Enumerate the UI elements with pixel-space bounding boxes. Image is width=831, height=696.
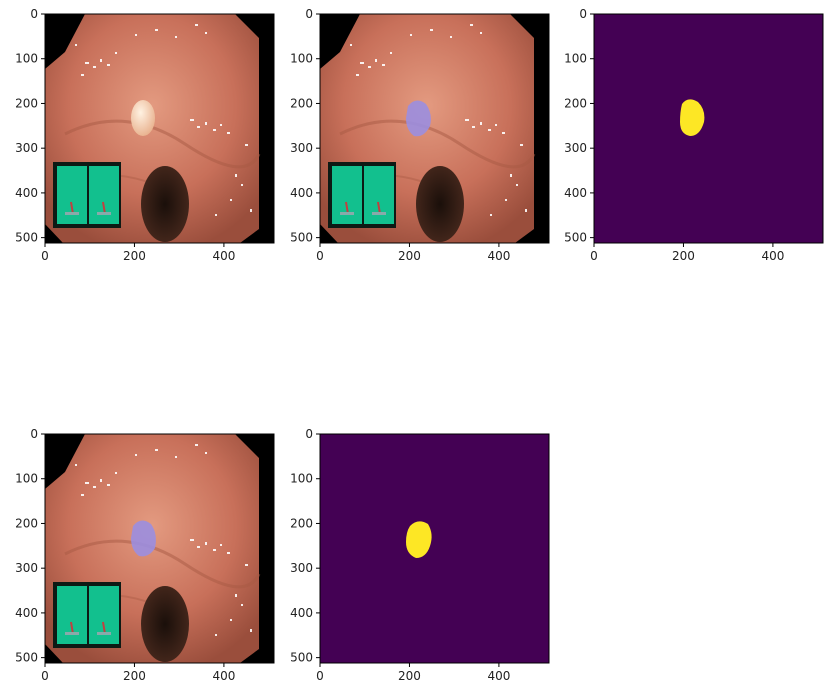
y-tick-label: 300	[15, 561, 38, 575]
y-tick-label: 300	[15, 141, 38, 155]
x-tick-label: 200	[398, 249, 421, 263]
y-tick-label: 400	[290, 606, 313, 620]
y-tick-label: 200	[15, 96, 38, 110]
y-tick-label: 100	[15, 52, 38, 66]
x-tick-label: 0	[316, 669, 324, 683]
y-tick-label: 0	[30, 7, 38, 21]
x-tick-label: 0	[41, 249, 49, 263]
mask-blob	[680, 99, 705, 136]
x-tick-label: 400	[212, 249, 235, 263]
y-tick-label: 300	[290, 141, 313, 155]
y-tick-label: 100	[15, 472, 38, 486]
x-tick-label: 0	[41, 669, 49, 683]
y-tick-label: 200	[290, 516, 313, 530]
y-tick-label: 500	[15, 651, 38, 665]
x-tick-label: 200	[123, 249, 146, 263]
mask-blob	[406, 521, 432, 558]
y-tick-label: 0	[305, 7, 313, 21]
y-tick-label: 200	[564, 96, 587, 110]
y-tick-label: 400	[290, 186, 313, 200]
x-tick-label: 400	[487, 669, 510, 683]
y-tick-label: 0	[305, 427, 313, 441]
y-tick-label: 300	[564, 141, 587, 155]
x-tick-label: 200	[398, 669, 421, 683]
y-tick-label: 100	[290, 52, 313, 66]
panel-4-overlay	[43, 432, 276, 665]
y-tick-label: 200	[290, 96, 313, 110]
panel-3-mask	[593, 13, 824, 244]
x-tick-label: 200	[672, 249, 695, 263]
y-tick-label: 400	[15, 606, 38, 620]
y-tick-label: 100	[564, 52, 587, 66]
x-tick-label: 0	[316, 249, 324, 263]
x-tick-label: 200	[123, 669, 146, 683]
y-tick-label: 500	[290, 231, 313, 245]
polyp	[131, 100, 155, 136]
panel-1-original	[43, 12, 276, 245]
y-tick-label: 400	[15, 186, 38, 200]
x-tick-label: 0	[590, 249, 598, 263]
y-tick-label: 200	[15, 516, 38, 530]
y-tick-label: 0	[579, 7, 587, 21]
polyp-overlay	[406, 100, 431, 137]
x-tick-label: 400	[761, 249, 784, 263]
x-tick-label: 400	[212, 669, 235, 683]
panel-2-overlay	[318, 12, 551, 245]
y-tick-label: 100	[290, 472, 313, 486]
y-tick-label: 0	[30, 427, 38, 441]
y-tick-label: 400	[564, 186, 587, 200]
y-tick-label: 500	[564, 231, 587, 245]
x-tick-label: 400	[487, 249, 510, 263]
y-tick-label: 300	[290, 561, 313, 575]
polyp-overlay	[131, 520, 156, 557]
panel-5-mask	[319, 433, 550, 664]
y-tick-label: 500	[15, 231, 38, 245]
y-tick-label: 500	[290, 651, 313, 665]
